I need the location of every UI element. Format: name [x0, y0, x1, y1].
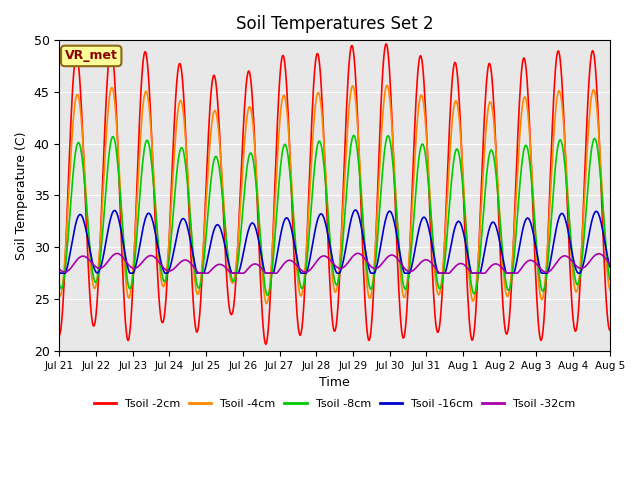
Tsoil -8cm	[264, 292, 271, 298]
Tsoil -8cm	[606, 276, 614, 282]
Tsoil -4cm	[120, 252, 128, 258]
Tsoil -2cm	[393, 239, 401, 244]
Tsoil -32cm	[393, 255, 401, 261]
Tsoil -16cm	[121, 248, 129, 254]
Y-axis label: Soil Temperature (C): Soil Temperature (C)	[15, 131, 28, 260]
Line: Tsoil -8cm: Tsoil -8cm	[60, 135, 610, 295]
Tsoil -16cm	[352, 207, 360, 213]
Tsoil -8cm	[393, 210, 401, 216]
Tsoil -8cm	[248, 153, 256, 159]
Tsoil -4cm	[221, 221, 229, 227]
Tsoil -2cm	[270, 207, 278, 213]
Tsoil -8cm	[270, 248, 278, 253]
Tsoil -16cm	[249, 220, 257, 226]
Line: Tsoil -2cm: Tsoil -2cm	[60, 44, 610, 344]
Line: Tsoil -32cm: Tsoil -32cm	[60, 253, 610, 273]
Tsoil -2cm	[56, 333, 63, 338]
Tsoil -16cm	[56, 269, 63, 275]
Line: Tsoil -4cm: Tsoil -4cm	[60, 85, 610, 304]
Legend: Tsoil -2cm, Tsoil -4cm, Tsoil -8cm, Tsoil -16cm, Tsoil -32cm: Tsoil -2cm, Tsoil -4cm, Tsoil -8cm, Tsoi…	[90, 395, 580, 414]
Tsoil -16cm	[56, 270, 64, 276]
Tsoil -32cm	[120, 256, 128, 262]
Tsoil -32cm	[354, 251, 362, 256]
Tsoil -2cm	[262, 341, 270, 347]
Tsoil -4cm	[263, 301, 271, 307]
Tsoil -2cm	[120, 294, 128, 300]
Tsoil -4cm	[248, 116, 256, 122]
Tsoil -2cm	[221, 247, 229, 252]
Tsoil -4cm	[56, 292, 63, 298]
Tsoil -4cm	[606, 287, 614, 293]
Tsoil -2cm	[382, 41, 390, 47]
Tsoil -2cm	[248, 96, 256, 102]
Tsoil -8cm	[424, 170, 431, 176]
Tsoil -8cm	[349, 132, 357, 138]
Tsoil -8cm	[56, 282, 63, 288]
Tsoil -4cm	[270, 219, 278, 225]
Tsoil -2cm	[424, 152, 431, 158]
Tsoil -8cm	[221, 223, 229, 229]
Tsoil -16cm	[270, 269, 278, 275]
Tsoil -32cm	[195, 270, 203, 276]
Tsoil -16cm	[393, 232, 401, 238]
Tsoil -2cm	[606, 327, 614, 333]
X-axis label: Time: Time	[319, 376, 350, 389]
Tsoil -4cm	[424, 150, 431, 156]
Line: Tsoil -16cm: Tsoil -16cm	[60, 210, 610, 273]
Tsoil -32cm	[56, 266, 63, 272]
Tsoil -32cm	[606, 261, 614, 267]
Tsoil -8cm	[120, 242, 128, 248]
Tsoil -4cm	[393, 210, 401, 216]
Tsoil -16cm	[222, 247, 230, 253]
Tsoil -32cm	[222, 265, 230, 271]
Tsoil -32cm	[249, 262, 257, 267]
Tsoil -16cm	[424, 221, 431, 227]
Title: Soil Temperatures Set 2: Soil Temperatures Set 2	[236, 15, 433, 33]
Text: VR_met: VR_met	[65, 49, 118, 62]
Tsoil -32cm	[270, 270, 278, 276]
Tsoil -4cm	[383, 83, 390, 88]
Tsoil -16cm	[606, 264, 614, 270]
Tsoil -32cm	[424, 257, 431, 263]
